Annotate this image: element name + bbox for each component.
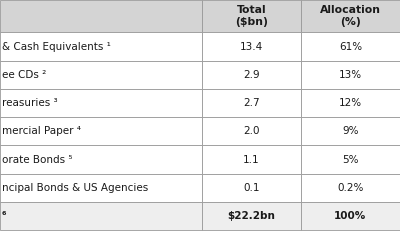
Text: 12%: 12% — [339, 98, 362, 108]
Text: 61%: 61% — [339, 42, 362, 52]
Text: mercial Paper ⁴: mercial Paper ⁴ — [2, 126, 81, 136]
Text: ⁶: ⁶ — [2, 211, 6, 221]
Bar — [0, 117, 202, 145]
Bar — [202, 0, 301, 32]
Bar — [202, 117, 301, 145]
Bar — [0, 89, 202, 117]
Text: 13%: 13% — [339, 70, 362, 80]
Bar — [202, 89, 301, 117]
Text: Allocation
(%): Allocation (%) — [320, 5, 381, 27]
Text: & Cash Equivalents ¹: & Cash Equivalents ¹ — [2, 42, 111, 52]
Bar — [202, 202, 301, 230]
Text: 100%: 100% — [334, 211, 366, 221]
Text: 0.1: 0.1 — [243, 183, 260, 193]
Bar — [301, 89, 400, 117]
Bar — [301, 202, 400, 230]
Text: reasuries ³: reasuries ³ — [2, 98, 58, 108]
Text: 2.0: 2.0 — [243, 126, 260, 136]
Text: ee CDs ²: ee CDs ² — [2, 70, 46, 80]
Bar — [301, 174, 400, 202]
Bar — [301, 117, 400, 145]
Bar — [0, 32, 202, 61]
Bar — [0, 202, 202, 230]
Bar — [301, 32, 400, 61]
Text: 2.9: 2.9 — [243, 70, 260, 80]
Text: 1.1: 1.1 — [243, 155, 260, 165]
Text: 5%: 5% — [342, 155, 359, 165]
Bar — [301, 61, 400, 89]
Bar — [202, 174, 301, 202]
Bar — [301, 0, 400, 32]
Text: 0.2%: 0.2% — [337, 183, 364, 193]
Bar — [202, 32, 301, 61]
Text: 2.7: 2.7 — [243, 98, 260, 108]
Text: ncipal Bonds & US Agencies: ncipal Bonds & US Agencies — [2, 183, 148, 193]
Text: 13.4: 13.4 — [240, 42, 263, 52]
Bar — [301, 145, 400, 174]
Bar — [0, 145, 202, 174]
Bar — [0, 0, 202, 32]
Bar — [0, 61, 202, 89]
Text: orate Bonds ⁵: orate Bonds ⁵ — [2, 155, 72, 165]
Text: $22.2bn: $22.2bn — [228, 211, 275, 221]
Text: 9%: 9% — [342, 126, 359, 136]
Bar — [0, 174, 202, 202]
Bar — [202, 145, 301, 174]
Text: Total
($bn): Total ($bn) — [235, 5, 268, 27]
Bar — [202, 61, 301, 89]
